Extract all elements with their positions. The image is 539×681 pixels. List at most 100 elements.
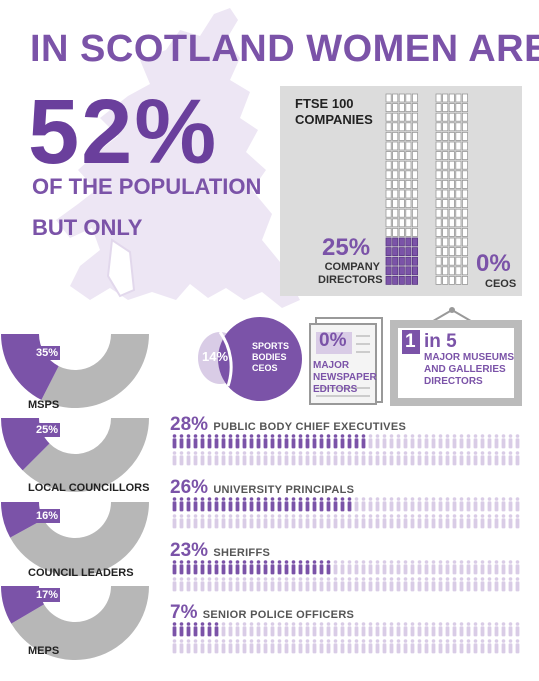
person-figure — [354, 497, 359, 512]
person-figure — [263, 577, 268, 592]
ftse-seat — [462, 122, 469, 132]
person-figure — [298, 451, 303, 466]
ftse-directors-label: COMPANY DIRECTORS — [318, 261, 383, 286]
stat-label-university: UNIVERSITY PRINCIPALS — [213, 484, 355, 496]
person-figure — [396, 577, 401, 592]
person-figure — [494, 434, 499, 449]
person-figure — [193, 560, 198, 575]
newspaper-label: MAJOR NEWSPAPER EDITORS — [313, 360, 377, 395]
ftse-seat — [398, 218, 405, 228]
ftse-seat — [411, 103, 418, 113]
person-figure — [459, 639, 464, 654]
person-figure — [410, 560, 415, 575]
ftse-seat — [462, 256, 469, 266]
person-figure — [186, 497, 191, 512]
person-figure — [284, 560, 289, 575]
person-figure — [326, 577, 331, 592]
person-figure — [487, 451, 492, 466]
person-figure — [424, 434, 429, 449]
ftse-seat — [385, 103, 392, 113]
donut-label-msps: MSPS — [28, 399, 60, 411]
person-figure — [515, 514, 520, 529]
person-figure — [319, 434, 324, 449]
ftse-seat — [411, 247, 418, 257]
person-figure — [333, 434, 338, 449]
person-figure — [305, 434, 310, 449]
person-figure — [249, 497, 254, 512]
ftse-seat — [462, 141, 469, 151]
stat-label-police: SENIOR POLICE OFFICERS — [202, 609, 355, 621]
person-figure — [326, 514, 331, 529]
ftse-seat — [411, 199, 418, 208]
ftse-seat — [398, 237, 405, 247]
person-figure — [214, 514, 219, 529]
person-figure — [480, 497, 485, 512]
ftse-seat — [411, 141, 418, 151]
person-figure — [298, 577, 303, 592]
ftse-seat — [435, 93, 442, 103]
person-figure — [319, 497, 324, 512]
ftse-seat — [385, 227, 392, 237]
person-figure — [256, 434, 261, 449]
person-figure — [193, 622, 198, 637]
ftse-seat — [455, 132, 462, 141]
person-figure — [480, 639, 485, 654]
person-figure — [340, 622, 345, 637]
ftse-seat — [462, 199, 469, 208]
ftse-seat — [435, 132, 442, 141]
ftse-seat — [435, 141, 442, 151]
ftse-seat — [398, 132, 405, 141]
person-figure — [375, 451, 380, 466]
person-figure — [263, 514, 268, 529]
person-figure — [256, 560, 261, 575]
stat-title-police: 7% SENIOR POLICE OFFICERS — [170, 602, 354, 624]
person-figure — [263, 434, 268, 449]
person-figure — [410, 451, 415, 466]
person-figure — [207, 560, 212, 575]
ftse-seat — [435, 218, 442, 228]
person-figure — [445, 639, 450, 654]
person-figure — [487, 434, 492, 449]
donut-pct-councillors: 25% — [34, 423, 61, 437]
person-figure — [375, 560, 380, 575]
stat-pct-police: 7% — [170, 602, 198, 623]
person-figure — [361, 577, 366, 592]
ftse-seat — [435, 151, 442, 160]
person-figure — [340, 639, 345, 654]
person-figure — [375, 622, 380, 637]
ftse-seat — [448, 208, 455, 218]
person-figure — [417, 434, 422, 449]
person-figure — [172, 577, 177, 592]
person-figure — [235, 497, 240, 512]
person-figure — [235, 639, 240, 654]
person-figure — [382, 434, 387, 449]
ftse-seat — [405, 275, 412, 285]
ftse-seat — [442, 132, 449, 141]
person-figure — [480, 622, 485, 637]
ftse-seat — [385, 218, 392, 228]
ftse-seat — [455, 237, 462, 247]
person-figure — [270, 451, 275, 466]
ftse-seat — [455, 227, 462, 237]
person-figure — [179, 434, 184, 449]
person-figure — [389, 639, 394, 654]
donut-women-share — [1, 586, 45, 624]
donut-remainder — [11, 586, 150, 660]
person-figure — [431, 622, 436, 637]
ftse-seat — [435, 103, 442, 113]
ftse-seat — [398, 189, 405, 199]
person-figure — [277, 514, 282, 529]
person-figure — [347, 451, 352, 466]
person-figure — [431, 514, 436, 529]
person-figure — [480, 451, 485, 466]
person-figure — [438, 577, 443, 592]
person-figure — [179, 451, 184, 466]
ftse-seat — [462, 247, 469, 257]
donut-charts — [1, 334, 150, 660]
person-figure — [200, 639, 205, 654]
ftse-seat — [405, 132, 412, 141]
ftse-seat — [435, 180, 442, 189]
ftse-columns — [385, 93, 469, 285]
person-figure — [459, 497, 464, 512]
person-figure — [340, 451, 345, 466]
